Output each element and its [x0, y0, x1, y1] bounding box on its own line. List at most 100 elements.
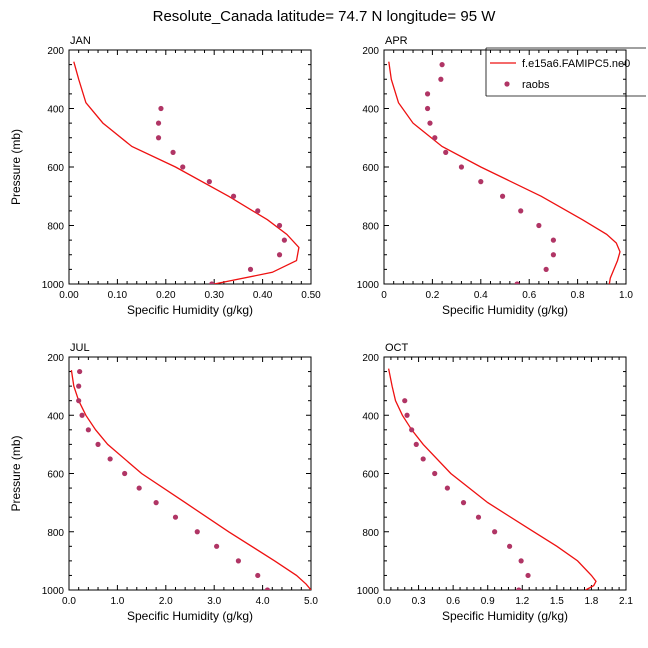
x-tick-label: 0.3	[412, 596, 426, 607]
y-tick-label: 1000	[42, 586, 65, 597]
x-tick-label: 5.0	[304, 596, 318, 607]
x-tick-label: 0.50	[301, 290, 321, 301]
plot-area	[73, 61, 300, 284]
obs-point	[402, 398, 408, 404]
y-tick-label: 400	[362, 411, 379, 422]
x-axis-label: Specific Humidity (g/kg)	[127, 303, 253, 317]
x-tick-label: 1.5	[550, 596, 564, 607]
obs-point	[492, 529, 498, 535]
panel-jul: 0.0 1.0 2.0 3.0 4.0 5.0 200 400 600 800 1000 JUL Spe…	[9, 342, 318, 623]
panel-title: OCT	[385, 342, 409, 354]
obs-point	[276, 222, 283, 229]
obs-point	[172, 514, 179, 520]
obs-point	[499, 193, 506, 199]
obs-point	[432, 135, 438, 141]
obs-point	[136, 485, 142, 491]
y-tick-label: 800	[362, 222, 379, 233]
obs-point	[475, 514, 482, 520]
obs-point	[516, 587, 522, 590]
obs-point	[536, 222, 542, 229]
model-series-line	[388, 61, 621, 284]
panel-jan: 0.00 0.10 0.20 0.30 0.40 0.50 200 400 600 800 1000…	[9, 35, 321, 317]
x-tick-label: 0.6	[446, 596, 460, 607]
x-tick-label: 0.8	[571, 290, 585, 301]
y-axis-label: Pressure (mb)	[9, 129, 23, 205]
obs-point	[518, 558, 524, 564]
legend-model-label: f.e15a6.FAMIPC5.ne0	[522, 58, 630, 70]
x-tick-label: 0.0	[62, 596, 76, 607]
obs-point	[255, 572, 261, 579]
obs-point	[107, 456, 113, 462]
obs-point	[514, 281, 520, 284]
obs-point	[95, 441, 101, 447]
obs-point	[77, 368, 83, 375]
y-tick-label: 400	[47, 411, 64, 422]
y-tick-label: 800	[47, 528, 64, 539]
legend-obs-swatch	[504, 81, 510, 87]
x-axis-label: Specific Humidity (g/kg)	[442, 609, 568, 623]
obs-point	[158, 105, 164, 112]
x-tick-label: 0.40	[253, 290, 273, 301]
obs-point	[460, 500, 467, 506]
obs-point	[85, 427, 91, 433]
x-tick-label: 0.10	[108, 290, 128, 301]
model-series-line	[73, 61, 300, 284]
plot-area	[387, 368, 597, 590]
x-axis-label: Specific Humidity (g/kg)	[127, 609, 253, 623]
obs-point	[458, 164, 465, 170]
y-tick-label: 200	[47, 46, 64, 57]
obs-point	[444, 485, 450, 491]
obs-point	[247, 266, 254, 272]
obs-point	[281, 237, 287, 243]
obs-point	[255, 208, 261, 214]
y-tick-label: 1000	[357, 586, 380, 597]
obs-point	[424, 105, 431, 112]
obs-point	[439, 62, 445, 68]
obs-point	[525, 572, 531, 579]
y-tick-label: 400	[47, 105, 64, 116]
obs-point	[153, 500, 159, 506]
obs-point	[478, 179, 484, 185]
y-tick-label: 600	[47, 163, 64, 174]
obs-point	[438, 76, 444, 82]
obs-point	[155, 120, 162, 126]
x-tick-label: 1.0	[619, 290, 633, 301]
obs-point	[230, 193, 237, 199]
x-tick-label: 0.0	[377, 596, 391, 607]
x-tick-label: 0.30	[204, 290, 224, 301]
panel-apr: 0 0.2 0.4 0.6 0.8 1.0 200 400 600 800 1000 APR Speci…	[357, 35, 634, 317]
x-tick-label: 0.4	[474, 290, 488, 301]
plot-frame	[383, 356, 627, 591]
obs-point	[550, 252, 557, 258]
obs-point	[409, 427, 415, 433]
obs-point	[76, 383, 82, 389]
obs-point	[155, 135, 162, 141]
obs-point	[264, 587, 271, 590]
x-tick-label: 0.20	[156, 290, 176, 301]
panel-title: JUL	[70, 342, 90, 354]
x-tick-label: 1.0	[110, 596, 124, 607]
x-tick-label: 0	[381, 290, 387, 301]
y-tick-label: 400	[362, 105, 379, 116]
y-tick-label: 200	[362, 353, 379, 364]
panel-oct: 0.0 0.3 0.6 0.9 1.2 1.5 1.8 2.1 200 400 600 800 1000…	[357, 342, 634, 623]
obs-point	[404, 412, 410, 418]
obs-point	[518, 208, 524, 214]
panel-title: APR	[385, 35, 408, 47]
obs-point	[432, 470, 438, 477]
obs-point	[276, 252, 283, 258]
panel-title: JAN	[70, 35, 91, 47]
y-tick-label: 800	[362, 528, 379, 539]
legend-obs-label: raobs	[522, 79, 550, 91]
x-axis-label: Specific Humidity (g/kg)	[442, 303, 568, 317]
obs-point	[420, 456, 426, 462]
obs-point	[180, 164, 186, 170]
obs-point	[206, 179, 212, 185]
obs-point	[194, 529, 200, 535]
x-tick-label: 4.0	[256, 596, 270, 607]
y-axis-label: Pressure (mb)	[9, 435, 23, 511]
y-tick-label: 200	[362, 46, 379, 57]
y-tick-label: 800	[47, 222, 64, 233]
obs-point	[413, 441, 419, 447]
